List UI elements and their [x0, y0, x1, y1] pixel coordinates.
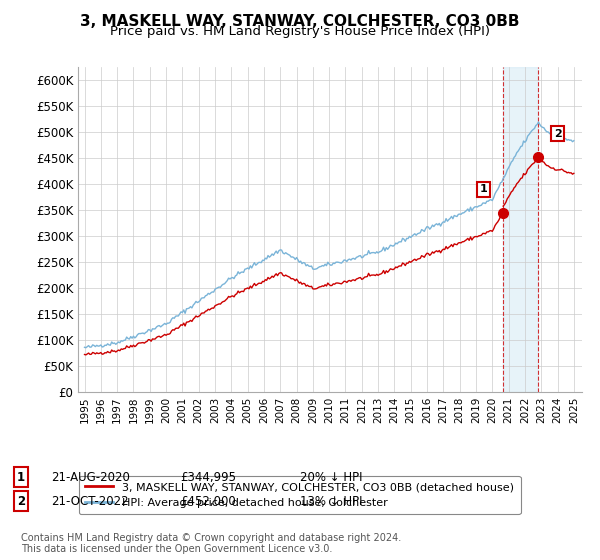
- Text: £452,000: £452,000: [180, 494, 236, 508]
- Text: 21-AUG-2020: 21-AUG-2020: [51, 470, 130, 484]
- Text: 3, MASKELL WAY, STANWAY, COLCHESTER, CO3 0BB: 3, MASKELL WAY, STANWAY, COLCHESTER, CO3…: [80, 14, 520, 29]
- Text: Contains HM Land Registry data © Crown copyright and database right 2024.
This d: Contains HM Land Registry data © Crown c…: [21, 533, 401, 554]
- Text: 1: 1: [17, 470, 25, 484]
- Text: 20% ↓ HPI: 20% ↓ HPI: [300, 470, 362, 484]
- Text: 1: 1: [479, 184, 487, 194]
- Text: 13% ↓ HPI: 13% ↓ HPI: [300, 494, 362, 508]
- Text: £344,995: £344,995: [180, 470, 236, 484]
- Text: 21-OCT-2022: 21-OCT-2022: [51, 494, 128, 508]
- Bar: [503, 67, 538, 392]
- Text: Price paid vs. HM Land Registry's House Price Index (HPI): Price paid vs. HM Land Registry's House …: [110, 25, 490, 38]
- Text: 2: 2: [17, 494, 25, 508]
- Legend: 3, MASKELL WAY, STANWAY, COLCHESTER, CO3 0BB (detached house), HPI: Average pric: 3, MASKELL WAY, STANWAY, COLCHESTER, CO3…: [79, 475, 521, 515]
- Text: 2: 2: [554, 129, 562, 139]
